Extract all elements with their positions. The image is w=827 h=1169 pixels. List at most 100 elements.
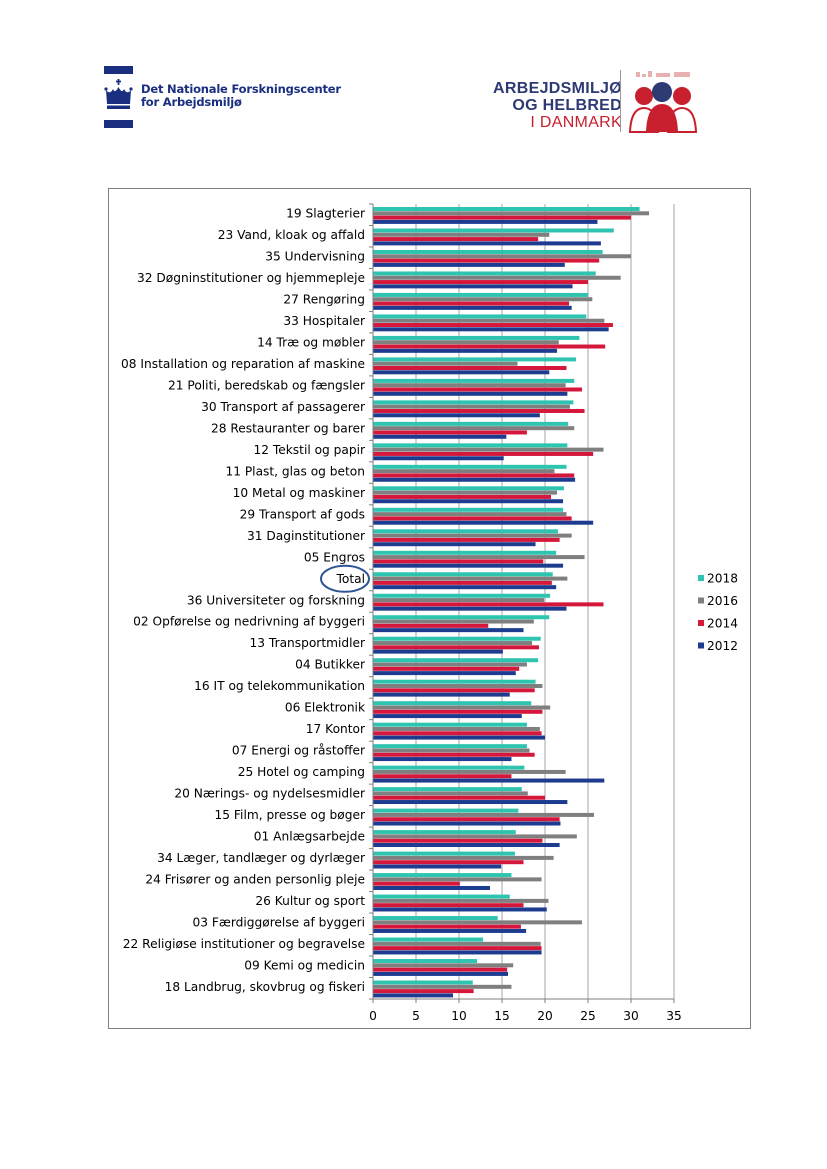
category-label: 04 Butikker xyxy=(295,658,366,672)
bar-2016 xyxy=(373,662,527,667)
bar-2012 xyxy=(373,821,561,826)
people-icon xyxy=(628,71,698,133)
bar-2014 xyxy=(373,408,585,413)
bar-2012 xyxy=(373,907,547,912)
category-label: 11 Plast, glas og beton xyxy=(225,464,365,478)
bar-2012 xyxy=(373,628,524,633)
total-highlight-circle xyxy=(320,564,370,593)
bar-2018 xyxy=(373,357,576,362)
category-label: 03 Færdiggørelse af byggeri xyxy=(192,916,365,930)
bar-2018 xyxy=(373,421,569,426)
bar-2016 xyxy=(373,555,585,560)
bar-2018 xyxy=(373,894,510,899)
bar-2016 xyxy=(373,340,559,345)
bar-2012 xyxy=(373,606,567,611)
x-tick-label: 0 xyxy=(369,1009,377,1023)
bar-2016 xyxy=(373,877,542,882)
bar-2014 xyxy=(373,430,527,435)
bar-2016 xyxy=(373,254,631,259)
nfa-logo: Det Nationale Forskningscenter for Arbej… xyxy=(104,64,344,130)
bar-2018 xyxy=(373,851,515,856)
category-label: 19 Slagterier xyxy=(286,207,366,221)
bar-2014 xyxy=(373,344,606,349)
category-label: 23 Vand, kloak og affald xyxy=(218,228,365,242)
bar-2016 xyxy=(373,275,621,280)
bar-2012 xyxy=(373,757,512,762)
bar-2014 xyxy=(373,494,552,499)
bar-2014 xyxy=(373,301,570,306)
bar-2012 xyxy=(373,391,568,396)
bar-2018 xyxy=(373,701,532,706)
bar-2016 xyxy=(373,404,570,409)
legend-label-2014: 2014 xyxy=(707,617,738,631)
bar-2012 xyxy=(373,928,527,933)
legend-swatch-2012 xyxy=(698,642,704,649)
category-label: 16 IT og telekommunikation xyxy=(194,679,365,693)
bar-2016 xyxy=(373,297,593,302)
bar-2014 xyxy=(373,366,567,371)
bar-2014 xyxy=(373,774,512,779)
bar-2016 xyxy=(373,834,577,839)
bar-2018 xyxy=(373,529,558,534)
amh-logo: ARBEJDSMILJØ OG HELBRED I DANMARK xyxy=(492,70,712,134)
bar-2016 xyxy=(373,576,568,581)
bar-2016 xyxy=(373,318,605,323)
bar-2012 xyxy=(373,864,502,869)
legend-label-2018: 2018 xyxy=(707,572,738,586)
category-label: 09 Kemi og medicin xyxy=(244,959,365,973)
category-label: 05 Engros xyxy=(304,550,365,564)
bar-2016 xyxy=(373,232,550,237)
bar-2014 xyxy=(373,215,631,220)
category-label: 06 Elektronik xyxy=(285,701,366,715)
bar-2018 xyxy=(373,464,567,469)
bar-2014 xyxy=(373,752,535,757)
bar-2018 xyxy=(373,679,536,684)
category-label: 02 Opførelse og nedrivning af byggeri xyxy=(133,615,365,629)
bar-2016 xyxy=(373,641,533,646)
bar-2018 xyxy=(373,572,553,577)
category-label: 13 Transportmidler xyxy=(250,636,366,650)
amh-title-line2: OG HELBRED xyxy=(512,97,622,114)
bar-2018 xyxy=(373,593,551,598)
bar-2012 xyxy=(373,413,540,418)
bar-2012 xyxy=(373,284,573,289)
category-label: 32 Døgninstitutioner og hjemmepleje xyxy=(137,271,365,285)
category-label: 10 Metal og maskiner xyxy=(233,486,366,500)
bar-2012 xyxy=(373,434,507,439)
bar-2012 xyxy=(373,305,572,310)
bar-2016 xyxy=(373,619,534,624)
x-tick-label: 10 xyxy=(451,1009,467,1023)
bar-2016 xyxy=(373,791,528,796)
category-label: 36 Universiteter og forskning xyxy=(187,593,365,607)
bar-2014 xyxy=(373,967,508,972)
bar-2014 xyxy=(373,688,535,693)
bar-2018 xyxy=(373,873,512,878)
bar-2014 xyxy=(373,860,524,865)
bar-2018 xyxy=(373,916,498,921)
bar-2012 xyxy=(373,563,564,568)
crown-icon xyxy=(104,79,133,109)
x-tick-label: 35 xyxy=(666,1009,682,1023)
bar-2012 xyxy=(373,778,605,783)
bar-2016 xyxy=(373,855,554,860)
bar-2018 xyxy=(373,722,527,727)
bar-2018 xyxy=(373,658,539,663)
category-label: 08 Installation og reparation af maskine xyxy=(121,357,365,371)
category-label: 34 Læger, tandlæger og dyrlæger xyxy=(157,851,366,865)
chart-frame: 19 Slagterier 23 Vand, kloak og affald 35 … xyxy=(108,188,751,1029)
x-tick-label: 30 xyxy=(623,1009,639,1023)
bar-2012 xyxy=(373,714,522,719)
chart-svg: 19 Slagterier 23 Vand, kloak og affald 35 … xyxy=(121,203,738,1023)
bar-2016 xyxy=(373,941,541,946)
bar-2014 xyxy=(373,559,544,564)
bar-2018 xyxy=(373,744,527,749)
bar-2016 xyxy=(373,211,650,216)
bar-2012 xyxy=(373,499,564,504)
legend-label-2012: 2012 xyxy=(707,639,738,653)
nfa-name-line2: for Arbejdsmiljø xyxy=(141,95,242,109)
bar-2012 xyxy=(373,692,510,697)
bar-2014 xyxy=(373,903,524,908)
bar-2018 xyxy=(373,228,614,233)
bar-2012 xyxy=(373,950,542,955)
category-label: 15 Film, presse og bøger xyxy=(215,808,366,822)
